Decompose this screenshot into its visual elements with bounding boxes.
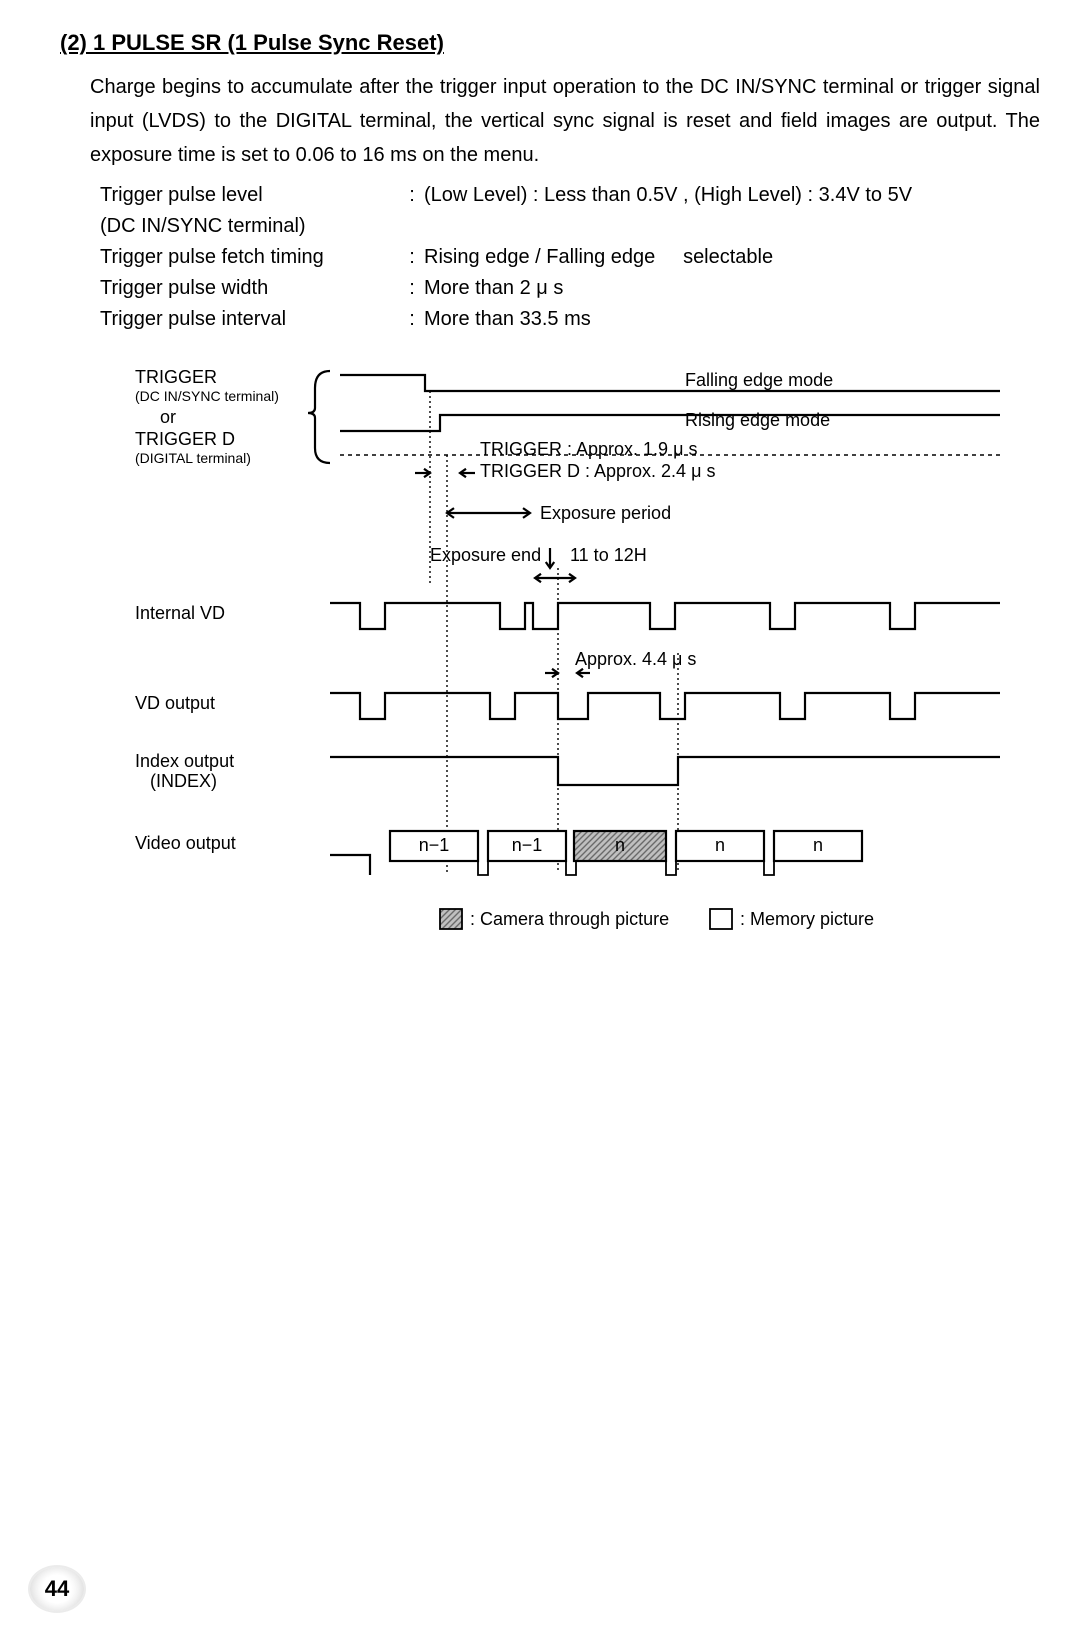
spec-value-timing-extra: selectable bbox=[683, 246, 773, 268]
spec-value-width: More than 2 μ s bbox=[424, 273, 1040, 304]
svg-text:n−1: n−1 bbox=[512, 835, 543, 855]
svg-text:(DC IN/SYNC terminal): (DC IN/SYNC terminal) bbox=[135, 388, 279, 404]
colon: : bbox=[400, 304, 424, 335]
svg-text:TRIGGER: TRIGGER bbox=[135, 367, 217, 387]
svg-text:: Camera through picture: : Camera through picture bbox=[470, 909, 669, 929]
svg-text:Index output: Index output bbox=[135, 751, 234, 771]
svg-text:Internal VD: Internal VD bbox=[135, 603, 225, 623]
svg-text:11 to 12H: 11 to 12H bbox=[570, 545, 647, 565]
spec-value-timing: Rising edge / Falling edge selectable bbox=[424, 242, 1040, 273]
svg-text:n: n bbox=[615, 835, 625, 855]
spec-label-width: Trigger pulse width bbox=[100, 273, 400, 304]
timing-diagram: TRIGGER(DC IN/SYNC terminal)orTRIGGER D(… bbox=[130, 353, 1040, 973]
spec-label-terminal: (DC IN/SYNC terminal) bbox=[100, 211, 400, 242]
intro-paragraph: Charge begins to accumulate after the tr… bbox=[90, 70, 1040, 172]
section-heading: (2) 1 PULSE SR (1 Pulse Sync Reset) bbox=[60, 30, 1040, 56]
svg-text:(INDEX): (INDEX) bbox=[150, 771, 217, 791]
spec-label-level: Trigger pulse level bbox=[100, 180, 400, 211]
page-number: 44 bbox=[30, 1567, 84, 1611]
spec-label-interval: Trigger pulse interval bbox=[100, 304, 400, 335]
colon: : bbox=[400, 273, 424, 304]
svg-text:n: n bbox=[715, 835, 725, 855]
svg-text:TRIGGER D: TRIGGER D bbox=[135, 429, 235, 449]
svg-text:Video output: Video output bbox=[135, 833, 236, 853]
svg-text:Exposure end: Exposure end bbox=[430, 545, 541, 565]
svg-text:VD output: VD output bbox=[135, 693, 215, 713]
spec-value-interval: More than 33.5 ms bbox=[424, 304, 1040, 335]
svg-text:(DIGITAL terminal): (DIGITAL terminal) bbox=[135, 450, 251, 466]
svg-text:Exposure period: Exposure period bbox=[540, 503, 671, 523]
svg-text:n−1: n−1 bbox=[419, 835, 450, 855]
svg-text:: Memory picture: : Memory picture bbox=[740, 909, 874, 929]
svg-text:n: n bbox=[813, 835, 823, 855]
svg-text:Approx. 4.4 μ s: Approx. 4.4 μ s bbox=[575, 649, 696, 669]
svg-text:TRIGGER D : Approx. 2.4 μ s: TRIGGER D : Approx. 2.4 μ s bbox=[480, 461, 715, 481]
svg-text:TRIGGER : Approx. 1.9 μ s: TRIGGER : Approx. 1.9 μ s bbox=[480, 439, 697, 459]
colon: : bbox=[400, 242, 424, 273]
svg-text:or: or bbox=[160, 407, 176, 427]
svg-text:Falling edge mode: Falling edge mode bbox=[685, 370, 833, 390]
svg-text:Rising edge mode: Rising edge mode bbox=[685, 410, 830, 430]
colon: : bbox=[400, 180, 424, 211]
spec-value-timing-text: Rising edge / Falling edge bbox=[424, 246, 655, 268]
spec-label-timing: Trigger pulse fetch timing bbox=[100, 242, 400, 273]
spec-value-level: (Low Level) : Less than 0.5V , (High Lev… bbox=[424, 180, 1040, 211]
spec-table: Trigger pulse level : (Low Level) : Less… bbox=[100, 180, 1040, 335]
